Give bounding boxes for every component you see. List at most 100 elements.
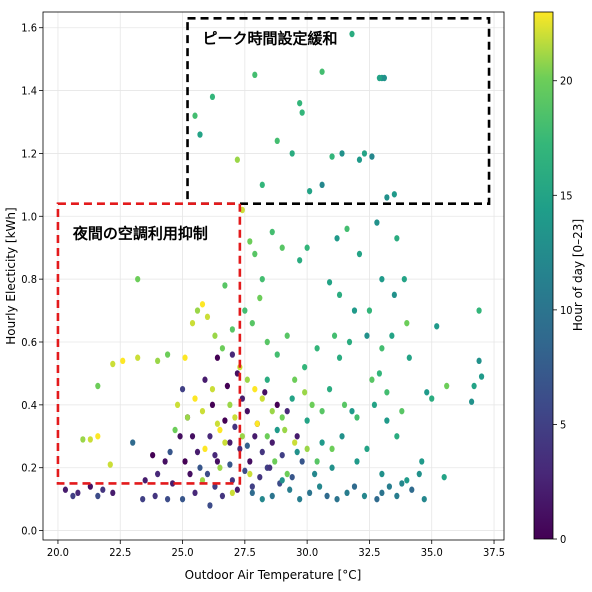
data-point xyxy=(419,458,425,465)
data-point xyxy=(379,275,385,283)
data-point xyxy=(150,451,156,459)
data-point xyxy=(401,275,407,283)
data-point xyxy=(192,112,198,119)
data-point xyxy=(237,445,243,453)
data-point xyxy=(269,228,275,236)
data-point xyxy=(262,389,268,396)
data-point xyxy=(349,407,355,415)
data-point xyxy=(209,385,216,393)
data-point xyxy=(257,294,263,302)
data-point xyxy=(478,373,485,380)
y-tick-label: 0.6 xyxy=(21,336,37,349)
data-point xyxy=(199,407,206,415)
data-point xyxy=(207,502,213,509)
data-point xyxy=(391,291,397,299)
data-point xyxy=(229,489,235,497)
data-point xyxy=(279,451,285,459)
data-point xyxy=(476,357,482,365)
data-point xyxy=(252,433,258,440)
x-axis-label: Outdoor Air Temperature [°C] xyxy=(185,568,362,582)
data-point xyxy=(279,414,285,421)
x-tick-label: 27.5 xyxy=(234,546,256,559)
data-point xyxy=(384,194,390,201)
annotation-box-1 xyxy=(186,16,491,206)
data-point xyxy=(386,483,392,490)
data-point xyxy=(182,354,188,361)
data-point xyxy=(302,363,308,371)
data-point xyxy=(354,458,360,465)
data-point xyxy=(476,307,482,314)
data-point xyxy=(339,433,345,440)
data-point xyxy=(214,458,221,465)
data-point xyxy=(319,181,325,189)
data-point xyxy=(217,426,223,434)
data-point xyxy=(289,395,295,402)
data-point xyxy=(349,30,355,38)
data-point xyxy=(209,93,216,101)
data-point xyxy=(356,250,363,258)
data-point xyxy=(209,401,216,409)
data-point xyxy=(409,486,415,493)
data-point xyxy=(389,332,395,339)
data-point xyxy=(95,382,101,390)
data-point xyxy=(100,486,106,493)
annotation-box-2 xyxy=(56,202,242,485)
data-point xyxy=(70,492,76,500)
data-point xyxy=(214,420,221,427)
data-point xyxy=(379,345,385,352)
data-point xyxy=(319,439,325,446)
data-point xyxy=(252,385,258,393)
data-point xyxy=(469,398,475,405)
data-point xyxy=(399,407,405,415)
data-point xyxy=(227,461,233,468)
data-point xyxy=(429,395,435,402)
data-point xyxy=(202,445,208,453)
data-point xyxy=(404,319,410,327)
data-point xyxy=(334,495,340,503)
data-point xyxy=(244,376,250,383)
data-point xyxy=(62,486,69,493)
data-point xyxy=(434,323,440,330)
data-point xyxy=(284,407,290,415)
data-point xyxy=(361,492,368,500)
data-point xyxy=(329,445,335,453)
data-point xyxy=(212,483,218,490)
data-point xyxy=(135,275,141,283)
data-point xyxy=(274,401,280,409)
data-point xyxy=(222,282,228,289)
data-point xyxy=(292,439,298,446)
data-point xyxy=(307,489,313,497)
data-point xyxy=(369,153,375,160)
colorbar-gradient xyxy=(533,11,554,540)
data-point xyxy=(269,492,275,500)
data-point xyxy=(351,307,358,314)
colorbar-tick-label: 15 xyxy=(560,189,573,202)
data-point xyxy=(319,68,325,75)
data-point xyxy=(219,492,226,500)
data-point xyxy=(259,395,265,402)
axes-frame xyxy=(42,11,505,541)
data-point xyxy=(140,495,146,503)
data-point xyxy=(287,486,293,493)
data-point xyxy=(379,489,385,497)
x-tick-label: 37.5 xyxy=(483,546,505,559)
data-point xyxy=(326,385,333,393)
data-point xyxy=(424,389,430,396)
data-point xyxy=(416,470,422,478)
data-point xyxy=(289,473,295,481)
data-point xyxy=(329,153,335,160)
data-point xyxy=(227,401,233,409)
data-point xyxy=(207,433,213,440)
plot-background xyxy=(43,12,504,540)
data-point xyxy=(162,458,168,465)
data-point xyxy=(269,407,275,415)
data-point xyxy=(264,338,270,346)
data-point xyxy=(381,74,387,82)
data-point xyxy=(346,338,353,346)
x-tick-label: 35.0 xyxy=(421,546,443,559)
data-point xyxy=(319,407,325,415)
data-point xyxy=(264,433,270,440)
data-point xyxy=(339,150,345,157)
data-point xyxy=(95,433,101,440)
data-point xyxy=(169,480,176,487)
